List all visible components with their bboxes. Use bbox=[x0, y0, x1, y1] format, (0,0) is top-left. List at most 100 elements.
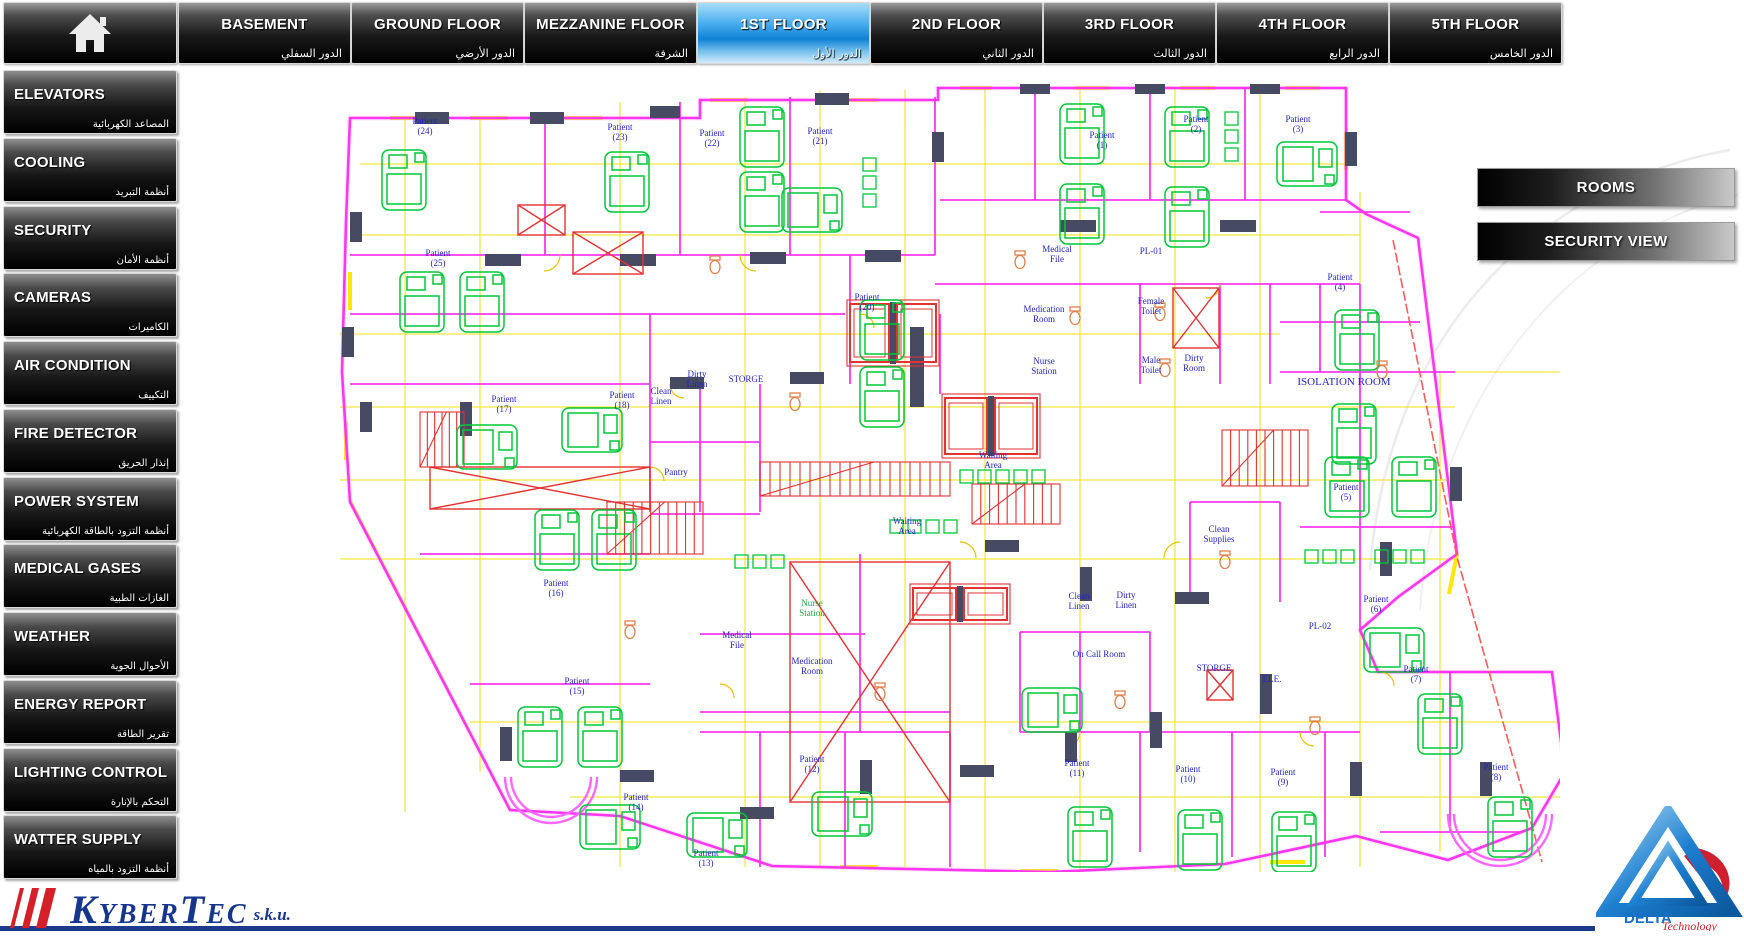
kybertec-wordmark: KyberTec bbox=[70, 887, 248, 932]
sidebar-item-medical-gases[interactable]: MEDICAL GASES الغازات الطبية bbox=[3, 544, 177, 608]
kybertec-logo: KyberTec s.k.u. bbox=[8, 886, 291, 932]
bed-icon bbox=[517, 706, 563, 768]
tab-2nd-floor[interactable]: 2ND FLOOR الدور الثاني bbox=[870, 2, 1043, 64]
tab-basement[interactable]: BASEMENT الدور السفلي bbox=[178, 2, 351, 64]
wall-block bbox=[860, 760, 872, 794]
room-label: On Call Room bbox=[1073, 649, 1126, 659]
wall-block bbox=[865, 250, 901, 262]
wall-block bbox=[620, 254, 656, 266]
tab-label: GROUND FLOOR bbox=[374, 16, 501, 33]
bed-icon bbox=[1331, 403, 1377, 465]
sidebar-item-weather[interactable]: WEATHER الأحوال الجوية bbox=[3, 612, 177, 676]
wall-block bbox=[932, 132, 944, 162]
bed-icon bbox=[459, 271, 505, 333]
tab-4th-floor[interactable]: 4TH FLOOR الدور الرابع bbox=[1216, 2, 1389, 64]
chair-icon bbox=[1392, 549, 1407, 564]
wall-block bbox=[1380, 542, 1392, 576]
shaft-x bbox=[1206, 669, 1234, 701]
sidebar-arabic-label: أنظمة التزود بالمياه bbox=[88, 864, 169, 875]
rooms-button[interactable]: ROOMS bbox=[1477, 168, 1735, 207]
room-label: Nurse Station bbox=[799, 598, 825, 618]
floor-plan-viewport[interactable]: Patient (24) Patient (23) Patient (22) Patient… bbox=[320, 72, 1728, 910]
sidebar-arabic-label: إنذار الحريق bbox=[118, 458, 169, 469]
wall-block bbox=[985, 540, 1019, 552]
toilet-icon bbox=[624, 620, 636, 640]
room-label: Nurse Station bbox=[1031, 356, 1057, 376]
wall-block bbox=[1450, 467, 1462, 501]
sidebar-item-fire-detector[interactable]: FIRE DETECTOR إنذار الحريق bbox=[3, 409, 177, 473]
shaft-x bbox=[789, 561, 951, 803]
bed-icon bbox=[811, 791, 873, 837]
security-view-button-label: SECURITY VIEW bbox=[1544, 233, 1668, 250]
tab-5th-floor[interactable]: 5TH FLOOR الدور الخامس bbox=[1389, 2, 1562, 64]
room-label: Patient (12) bbox=[800, 754, 825, 774]
tab-1st-floor-active[interactable]: 1ST FLOOR الدور الأول bbox=[697, 2, 870, 64]
delta-sub-wordmark: Technology bbox=[1662, 919, 1718, 931]
delta-triangle-icon bbox=[1593, 801, 1743, 917]
bed-icon bbox=[561, 407, 623, 453]
wall-block bbox=[620, 770, 654, 782]
sidebar-item-cooling[interactable]: COOLING أنظمة التبريد bbox=[3, 138, 177, 202]
wall-block bbox=[1065, 732, 1077, 762]
room-label: Patient (9) bbox=[1271, 767, 1296, 787]
room-label: Patient (25) bbox=[426, 248, 451, 268]
balcony-arcs bbox=[503, 776, 1554, 868]
sidebar-item-air-condition[interactable]: AIR CONDITION التكييف bbox=[3, 341, 177, 405]
room-label: Patient (2) bbox=[1184, 114, 1209, 134]
chair-icon bbox=[1224, 111, 1239, 126]
wall-block bbox=[790, 372, 824, 384]
sidebar-item-water-supply[interactable]: WATTER SUPPLY أنظمة التزود بالمياه bbox=[3, 815, 177, 879]
security-view-button[interactable]: SECURITY VIEW bbox=[1477, 222, 1735, 261]
tab-label: 3RD FLOOR bbox=[1084, 16, 1175, 33]
sidebar-item-cameras[interactable]: CAMERAS الكاميرات bbox=[3, 273, 177, 337]
toilet-icon bbox=[1154, 302, 1166, 322]
home-button[interactable] bbox=[3, 2, 177, 64]
room-label: STORGE bbox=[1197, 663, 1232, 673]
chair-icon bbox=[889, 519, 904, 534]
wall-block bbox=[750, 252, 786, 264]
room-label: Patient (7) bbox=[1404, 664, 1429, 684]
elevator-bank bbox=[941, 393, 1041, 459]
home-icon bbox=[69, 14, 111, 52]
toilet-icon bbox=[1159, 358, 1171, 378]
room-label: Patient (8) bbox=[1484, 762, 1509, 782]
tab-3rd-floor[interactable]: 3RD FLOOR الدور الثالث bbox=[1043, 2, 1216, 64]
sidebar-item-power-system[interactable]: POWER SYSTEM أنظمة التزود بالطاقة الكهربا… bbox=[3, 477, 177, 541]
room-label: Clean Linen bbox=[651, 386, 672, 406]
wall-block bbox=[415, 112, 449, 124]
tab-label: 5TH FLOOR bbox=[1431, 16, 1520, 33]
chair-icon bbox=[1410, 549, 1425, 564]
sidebar-item-energy-report[interactable]: ENERGY REPORT تقرير الطاقة bbox=[3, 680, 177, 744]
sidebar-arabic-label: التحكم بالإنارة bbox=[110, 797, 169, 808]
room-label: Male Toilet bbox=[1141, 355, 1162, 375]
sidebar-item-security[interactable]: SECURITY أنظمة الأمان bbox=[3, 206, 177, 270]
room-label: Dirty Room bbox=[1183, 353, 1205, 373]
tab-ground-floor[interactable]: GROUND FLOOR الدور الأرضي bbox=[351, 2, 524, 64]
sidebar-item-lighting-control[interactable]: LIGHTING CONTROL التحكم بالإنارة bbox=[3, 748, 177, 812]
floor-plan-canvas: Patient (24) Patient (23) Patient (22) Patient… bbox=[339, 84, 1728, 910]
sidebar-label: MEDICAL GASES bbox=[14, 560, 142, 577]
room-label: Patient (5) bbox=[1334, 482, 1359, 502]
sidebar-arabic-label: الغازات الطبية bbox=[109, 593, 169, 604]
wall-block bbox=[342, 327, 354, 357]
toilet-icon bbox=[709, 255, 721, 275]
sidebar-arabic-label: أنظمة التزود بالطاقة الكهربائية bbox=[42, 526, 169, 537]
tab-label: 2ND FLOOR bbox=[911, 16, 1002, 33]
room-label: Clean Supplies bbox=[1203, 524, 1235, 544]
room-label: Patient (4) bbox=[1328, 272, 1353, 292]
chair-icon bbox=[1224, 129, 1239, 144]
tab-mezzanine-floor[interactable]: MEZZANINE FLOOR الشرفة bbox=[524, 2, 697, 64]
room-label: Patient (10) bbox=[1176, 764, 1201, 784]
bed-icon bbox=[1177, 809, 1223, 871]
staircase bbox=[1221, 429, 1309, 487]
sidebar-item-elevators[interactable]: ELEVATORS المصاعد الكهربائية bbox=[3, 70, 177, 134]
chair-icon bbox=[959, 469, 974, 484]
sidebar-arabic-label: الكاميرات bbox=[128, 322, 169, 333]
staircase bbox=[759, 461, 951, 497]
sidebar-arabic-label: تقرير الطاقة bbox=[116, 729, 169, 740]
bed-icon bbox=[381, 149, 427, 211]
room-label: Patient (6) bbox=[1364, 594, 1389, 614]
sidebar-label: FIRE DETECTOR bbox=[14, 425, 138, 442]
bed-icon bbox=[739, 106, 785, 168]
